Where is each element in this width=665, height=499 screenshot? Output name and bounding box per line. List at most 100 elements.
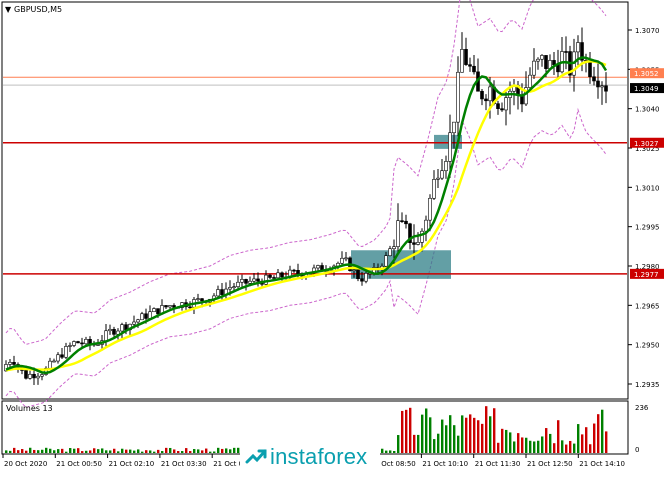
- volume-bar: [513, 441, 516, 453]
- candle-body: [528, 74, 532, 88]
- candle-body: [460, 49, 464, 73]
- volume-bar: [49, 448, 52, 453]
- bollinger-bands: [5, 0, 607, 408]
- candle-body: [396, 220, 400, 247]
- candle-body: [236, 281, 240, 288]
- candle-body: [36, 375, 40, 379]
- candle-body: [428, 197, 432, 221]
- candle-body: [472, 65, 476, 73]
- volume-bar: [105, 450, 108, 453]
- price-axis: 1.30701.30551.30401.30251.30101.29951.29…: [628, 27, 664, 389]
- candle-body: [28, 373, 32, 379]
- candle-body: [52, 360, 56, 363]
- volume-bar: [601, 409, 604, 453]
- volume-bar: [129, 449, 132, 453]
- volume-bar: [117, 451, 120, 453]
- volume-bar: [441, 419, 444, 453]
- volume-bar: [397, 435, 400, 453]
- candle-body: [536, 58, 540, 62]
- volume-bar: [61, 448, 64, 453]
- chevron-down-icon[interactable]: ▼: [5, 5, 12, 14]
- volume-bar: [525, 437, 528, 453]
- volume-bar: [389, 450, 392, 453]
- volume-bar: [229, 449, 232, 453]
- candle-body: [444, 161, 448, 172]
- price-tick-label: 1.3070: [635, 27, 660, 35]
- volume-bar: [561, 440, 564, 453]
- candle-body: [292, 269, 296, 272]
- volume-bar: [9, 450, 12, 453]
- candle-body: [104, 330, 108, 341]
- volume-bar: [565, 444, 568, 453]
- volume-bar: [413, 434, 416, 453]
- volume-bar: [417, 434, 420, 453]
- volume-bar: [29, 447, 32, 453]
- volume-bar: [193, 449, 196, 453]
- volume-bar: [133, 450, 136, 453]
- candle-body: [552, 60, 556, 65]
- candle-body: [596, 80, 600, 88]
- candle-body: [64, 346, 68, 358]
- volume-bar: [549, 433, 552, 453]
- candle-body: [416, 242, 420, 245]
- volume-bar: [509, 432, 512, 453]
- candle-body: [32, 373, 36, 379]
- candle-body: [544, 55, 548, 69]
- candle-body: [364, 273, 368, 282]
- volume-bar: [81, 451, 84, 453]
- level-label: 1.2977: [634, 271, 659, 279]
- volume-bar: [225, 448, 228, 453]
- candle-body: [592, 76, 596, 82]
- volume-bar: [569, 440, 572, 453]
- candle-body: [268, 274, 272, 278]
- volume-bar: [477, 420, 480, 453]
- candle-body: [352, 269, 356, 272]
- volume-bar: [529, 440, 532, 453]
- candle-body: [244, 279, 248, 284]
- volume-bar: [121, 448, 124, 453]
- volume-bar: [461, 415, 464, 453]
- time-tick-label: 21 Oct 10:10: [422, 460, 468, 468]
- moving-average-fast: [5, 56, 608, 375]
- volume-bar: [425, 408, 428, 453]
- candle-body: [408, 223, 412, 243]
- volume-bar: [45, 447, 48, 453]
- candle-body: [168, 305, 172, 308]
- candle-body: [136, 319, 140, 323]
- volume-bar: [209, 451, 212, 453]
- volume-bar: [73, 448, 76, 453]
- volume-bar: [501, 428, 504, 453]
- volume-bar: [69, 448, 72, 453]
- volume-bar: [101, 448, 104, 453]
- candle-body: [404, 220, 408, 225]
- volume-bar: [537, 440, 540, 453]
- candle-body: [216, 289, 220, 297]
- candle-body: [76, 341, 80, 344]
- volume-bar: [385, 450, 388, 453]
- watermark: instaforex: [240, 436, 380, 478]
- candle-body: [524, 87, 528, 105]
- candle-body: [400, 220, 404, 222]
- volume-bar: [41, 449, 44, 453]
- candle-body: [256, 278, 260, 282]
- volume-bar: [141, 451, 144, 453]
- candle-body: [600, 85, 604, 88]
- time-tick-label: 20 Oct 2020: [4, 460, 47, 468]
- candle-body: [588, 60, 592, 78]
- candle-body: [468, 64, 472, 67]
- volume-bar: [165, 447, 168, 453]
- candle-body: [500, 108, 504, 111]
- volume-bar: [93, 448, 96, 453]
- candle-body: [240, 279, 244, 283]
- candle-body: [156, 308, 160, 315]
- volume-axis: 236 0: [635, 404, 649, 454]
- candle-body: [148, 311, 152, 319]
- candle-body: [504, 97, 508, 111]
- candle-body: [220, 289, 224, 295]
- volume-bar: [37, 450, 40, 453]
- level-label: 1.3027: [634, 140, 659, 148]
- volume-bar: [97, 449, 100, 453]
- volume-bar: [541, 436, 544, 453]
- entry-zone-upper: [434, 134, 462, 149]
